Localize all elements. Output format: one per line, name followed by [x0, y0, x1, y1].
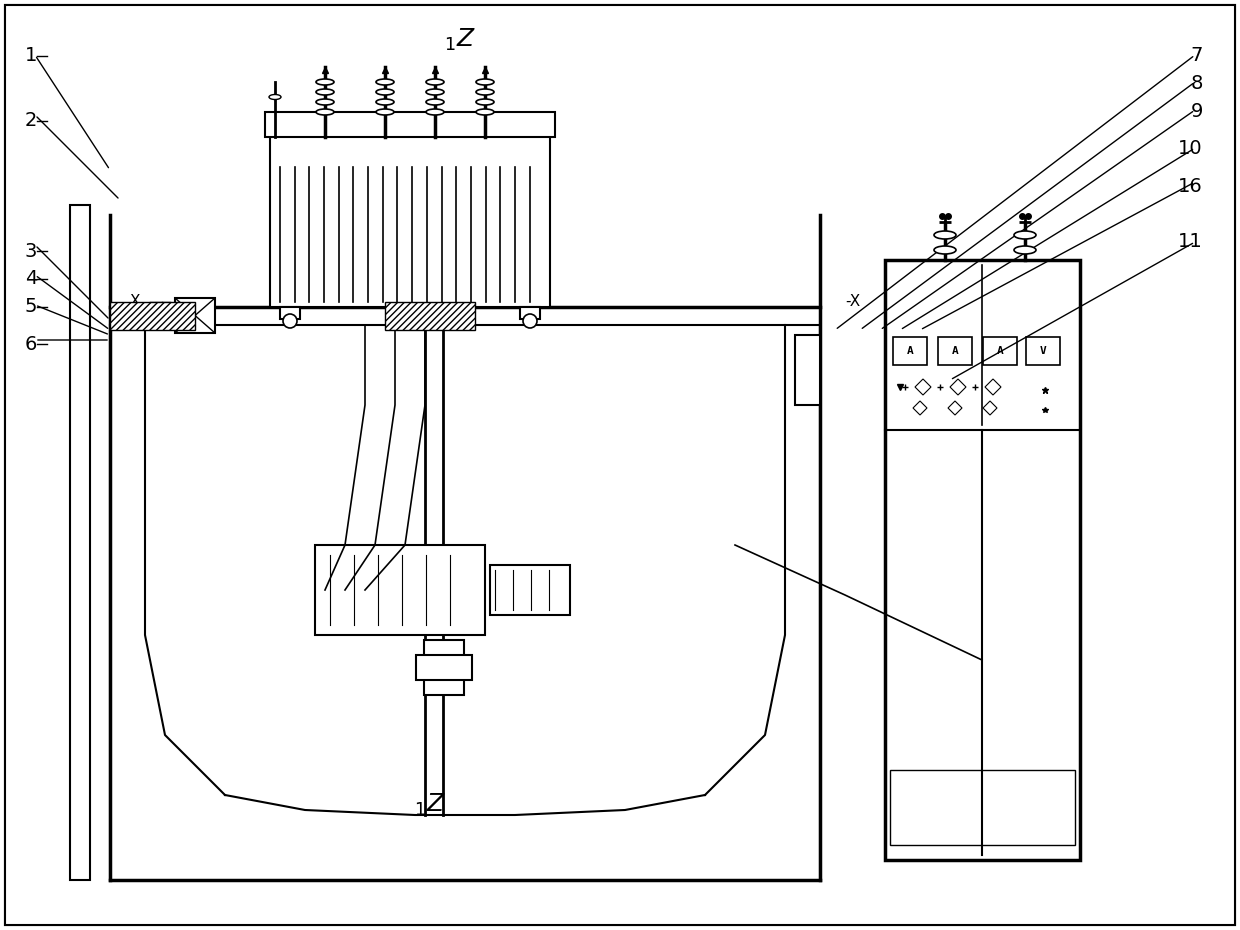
Bar [95, 205, 835, 895]
Bar [795, 335, 820, 405]
Bar [270, 127, 551, 307]
Ellipse shape [476, 99, 494, 105]
Bar [315, 545, 485, 635]
Ellipse shape [427, 109, 444, 115]
Text: 8: 8 [1190, 74, 1203, 93]
Text: A: A [906, 346, 914, 356]
Ellipse shape [376, 79, 394, 85]
Ellipse shape [476, 109, 494, 115]
Text: 3: 3 [25, 242, 37, 260]
Text: 5: 5 [25, 298, 37, 316]
Polygon shape [985, 379, 1001, 395]
Ellipse shape [427, 99, 444, 105]
Bar [265, 112, 556, 137]
Text: 7: 7 [1190, 46, 1203, 65]
Text: 4: 4 [25, 270, 37, 288]
Ellipse shape [427, 79, 444, 85]
Polygon shape [915, 379, 931, 395]
Text: A: A [951, 346, 959, 356]
Text: 16: 16 [1178, 177, 1203, 195]
Ellipse shape [1014, 246, 1035, 254]
Text: 2: 2 [25, 112, 37, 130]
Polygon shape [913, 401, 928, 415]
Ellipse shape [934, 246, 956, 254]
Bar [415, 655, 472, 680]
Bar [490, 565, 570, 615]
Polygon shape [983, 401, 997, 415]
Ellipse shape [316, 99, 334, 105]
Bar [1025, 337, 1060, 365]
Ellipse shape [316, 89, 334, 95]
Ellipse shape [476, 79, 494, 85]
Circle shape [523, 314, 537, 328]
Polygon shape [949, 401, 962, 415]
Bar [937, 337, 972, 365]
Bar [424, 640, 464, 695]
Ellipse shape [1014, 231, 1035, 239]
Ellipse shape [269, 95, 281, 100]
Text: 9: 9 [1190, 102, 1203, 121]
Text: 1: 1 [25, 46, 37, 65]
Ellipse shape [316, 109, 334, 115]
Bar [280, 307, 300, 319]
Polygon shape [950, 379, 966, 395]
Bar [384, 302, 475, 330]
Bar [520, 307, 539, 319]
Text: V: V [1039, 346, 1047, 356]
Text: 11: 11 [1178, 232, 1203, 251]
Bar [890, 770, 1075, 845]
Text: 6: 6 [25, 335, 37, 353]
Ellipse shape [316, 79, 334, 85]
Text: X: X [130, 295, 140, 310]
Bar [69, 205, 91, 880]
Text: A: A [997, 346, 1003, 356]
Bar [983, 337, 1017, 365]
Ellipse shape [934, 231, 956, 239]
Text: $_{1}Z$: $_{1}Z$ [414, 792, 446, 818]
Bar [110, 302, 195, 330]
Ellipse shape [376, 109, 394, 115]
Bar [885, 260, 1080, 860]
Text: $_{1}Z$: $_{1}Z$ [444, 27, 476, 53]
Text: -X: -X [844, 295, 861, 310]
Circle shape [283, 314, 298, 328]
Ellipse shape [376, 89, 394, 95]
Ellipse shape [476, 89, 494, 95]
Bar [893, 337, 928, 365]
Ellipse shape [376, 99, 394, 105]
Ellipse shape [427, 89, 444, 95]
Text: 10: 10 [1178, 140, 1203, 158]
Bar [175, 298, 215, 333]
